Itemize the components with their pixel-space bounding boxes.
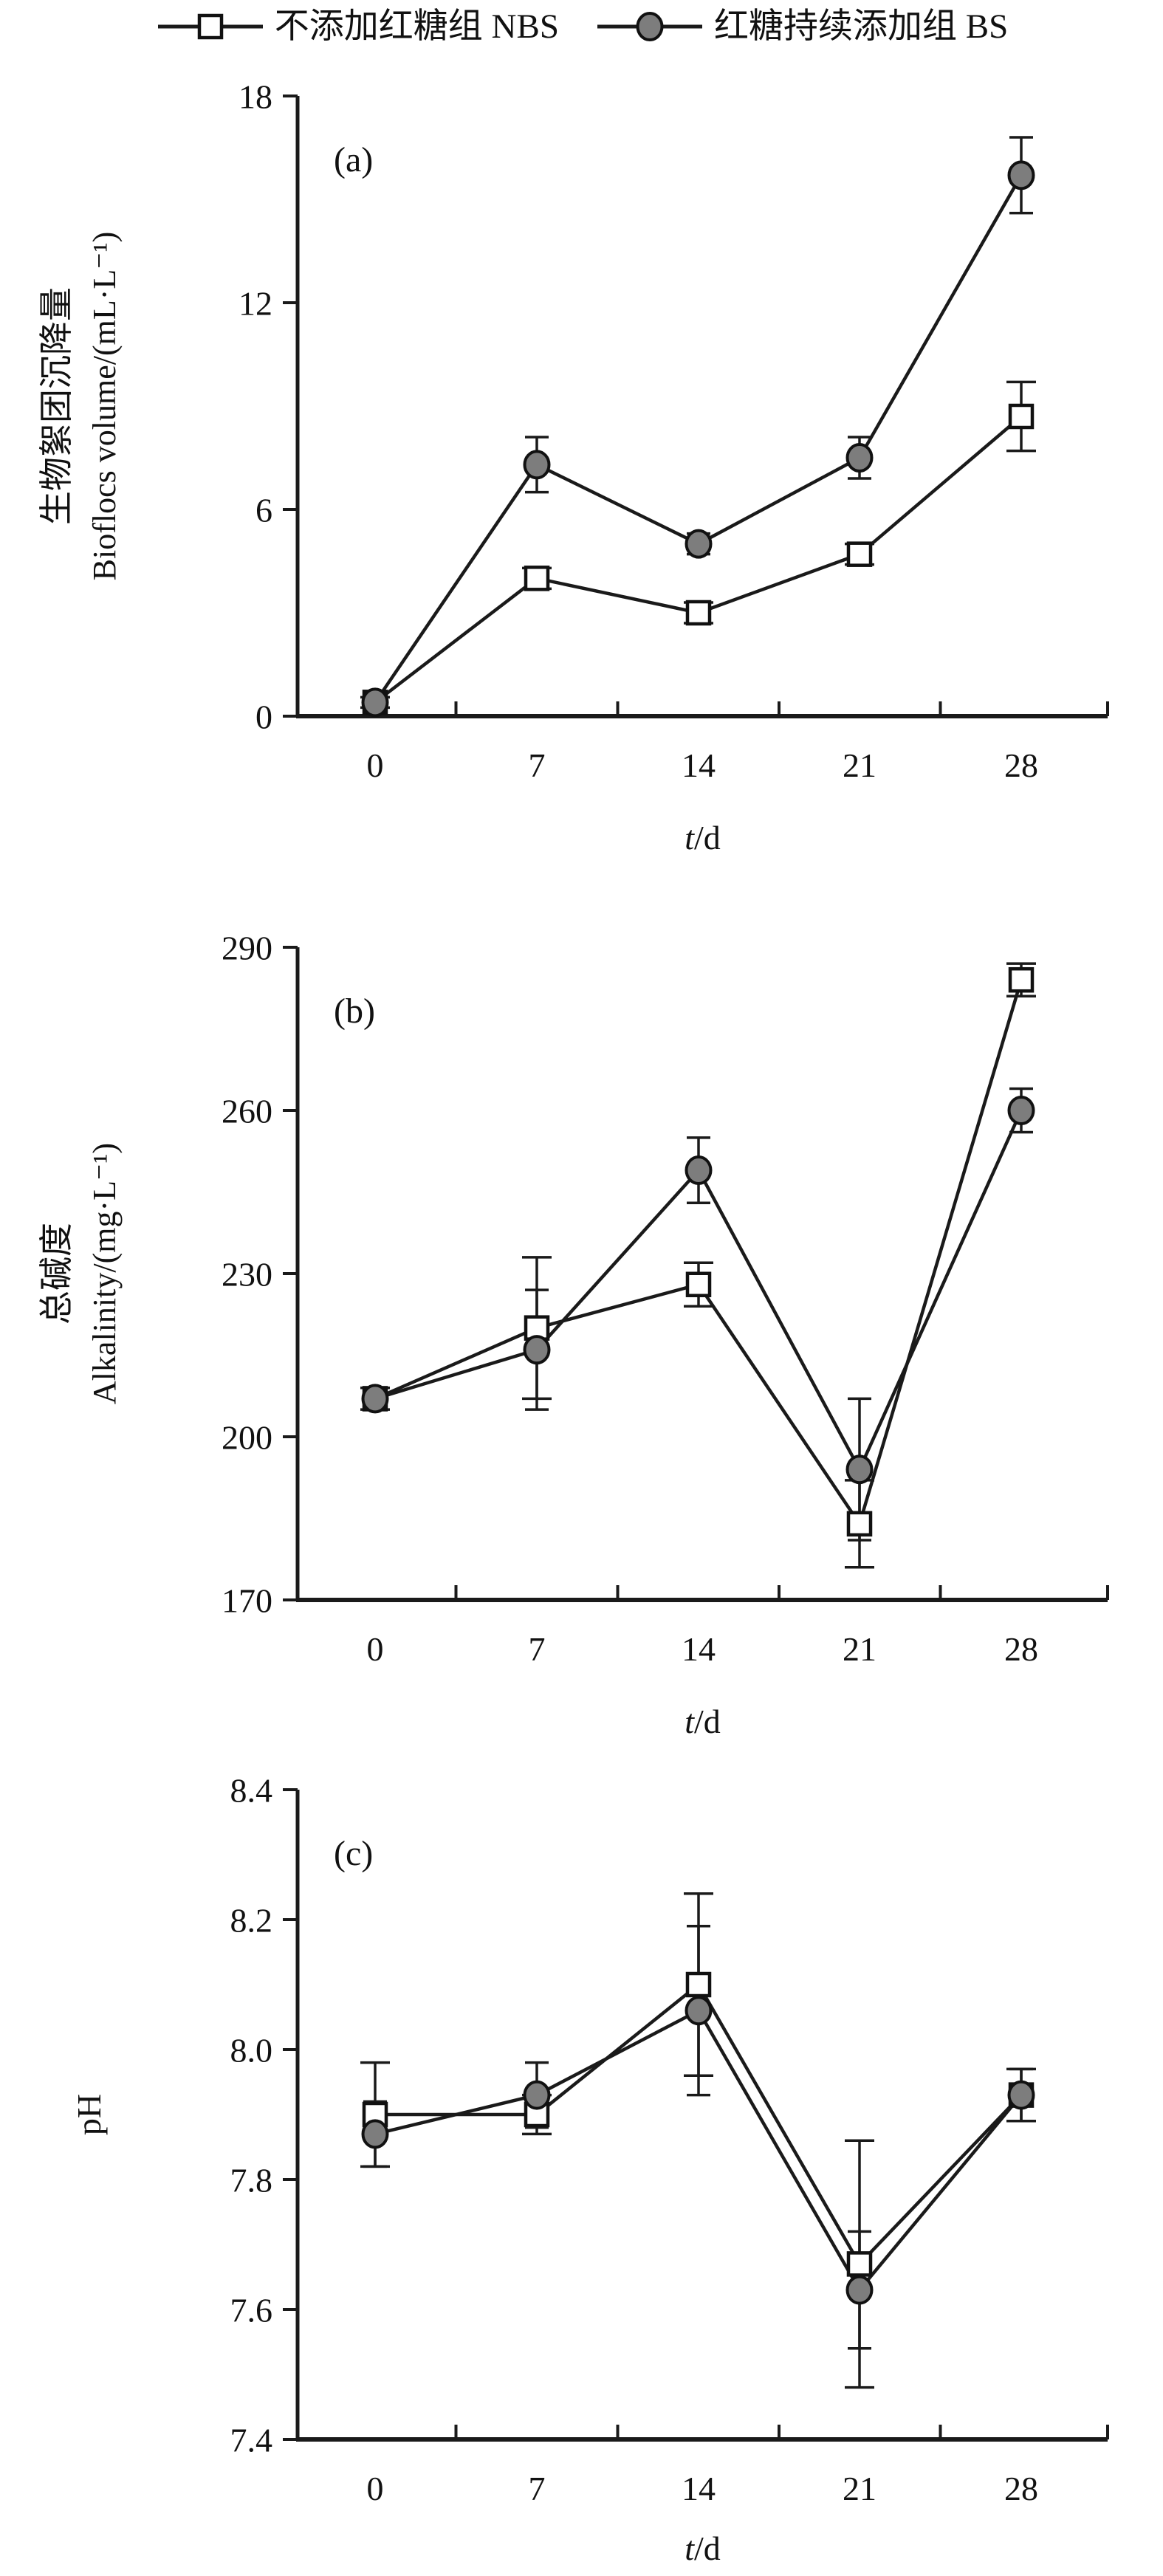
svg-text:7: 7 (529, 746, 546, 784)
svg-text:14: 14 (682, 1630, 716, 1668)
svg-text:260: 260 (222, 1093, 272, 1130)
svg-text:14: 14 (682, 746, 716, 784)
svg-text:290: 290 (222, 930, 272, 967)
svg-text:6: 6 (255, 492, 272, 529)
svg-text:21: 21 (843, 746, 876, 784)
square-marker-icon (157, 13, 263, 40)
svg-text:7: 7 (529, 2470, 546, 2507)
svg-text:21: 21 (843, 1630, 876, 1668)
svg-text:t/d: t/d (685, 2529, 721, 2567)
legend-item-bs: 红糖持续添加组 BS (594, 4, 1008, 49)
legend-label-nbs: 不添加红糖组 NBS (274, 7, 559, 46)
svg-text:(b): (b) (334, 992, 375, 1031)
svg-text:总碱度: 总碱度 (38, 1223, 75, 1325)
svg-text:21: 21 (843, 2470, 876, 2507)
svg-text:18: 18 (239, 78, 272, 116)
svg-text:230: 230 (222, 1256, 272, 1294)
svg-text:(a): (a) (334, 140, 373, 179)
circle-marker-icon (597, 12, 702, 41)
svg-text:0: 0 (367, 2470, 384, 2507)
legend: 不添加红糖组 NBS 红糖持续添加组 BS (0, 4, 1163, 49)
legend-label-bs: 红糖持续添加组 BS (713, 7, 1009, 46)
svg-text:7.4: 7.4 (230, 2422, 273, 2459)
svg-text:7: 7 (529, 1630, 546, 1668)
svg-text:200: 200 (222, 1419, 272, 1457)
svg-text:8.4: 8.4 (230, 1772, 273, 1810)
svg-text:Alkalinity/(mg·L⁻¹): Alkalinity/(mg·L⁻¹) (86, 1143, 123, 1404)
svg-text:12: 12 (239, 285, 272, 323)
svg-text:(c): (c) (334, 1834, 373, 1873)
svg-text:28: 28 (1004, 1630, 1038, 1668)
svg-text:7.8: 7.8 (230, 2162, 273, 2199)
svg-text:t/d: t/d (685, 1703, 721, 1740)
svg-text:8.2: 8.2 (230, 1902, 273, 1940)
svg-text:Bioflocs volume/(mL·L⁻¹): Bioflocs volume/(mL·L⁻¹) (86, 232, 123, 581)
svg-text:pH: pH (70, 2094, 108, 2135)
svg-text:0: 0 (367, 1630, 384, 1668)
svg-text:t/d: t/d (685, 819, 721, 856)
svg-text:0: 0 (367, 746, 384, 784)
svg-text:170: 170 (222, 1582, 272, 1620)
svg-text:8.0: 8.0 (230, 2032, 273, 2070)
svg-text:28: 28 (1004, 746, 1038, 784)
svg-text:28: 28 (1004, 2470, 1038, 2507)
svg-text:14: 14 (682, 2470, 716, 2507)
svg-text:7.6: 7.6 (230, 2292, 273, 2329)
svg-text:生物絮团沉降量: 生物絮团沉降量 (38, 287, 75, 525)
legend-item-nbs: 不添加红糖组 NBS (155, 4, 559, 49)
svg-text:0: 0 (255, 698, 272, 736)
